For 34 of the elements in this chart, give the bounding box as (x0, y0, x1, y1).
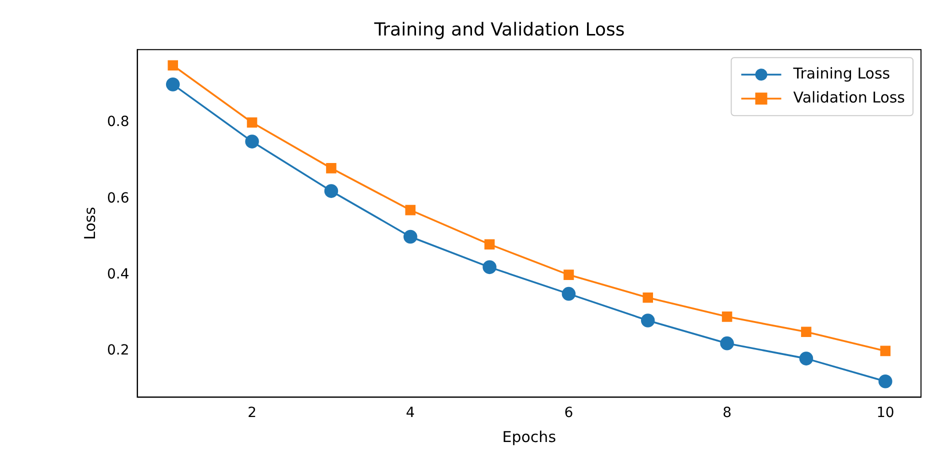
point (799, 352, 814, 366)
point (722, 312, 732, 322)
point (324, 184, 338, 198)
legend-label: Training Loss (792, 64, 890, 82)
point (405, 204, 416, 216)
legend-label: Validation Loss (793, 88, 906, 106)
chart-title: Training and Validation Loss (373, 19, 625, 40)
y-tick-label: 0.4 (107, 266, 130, 282)
y-axis-title: Loss (80, 206, 99, 240)
x-axis-title: Epochs (502, 428, 556, 446)
point (403, 230, 418, 244)
point (166, 78, 180, 92)
point (720, 336, 734, 350)
x-tick-label: 8 (722, 405, 732, 422)
point (245, 134, 259, 148)
point (880, 346, 891, 356)
point (484, 239, 495, 250)
point (640, 314, 655, 328)
y-tick-label: 0.6 (107, 190, 130, 206)
point (246, 117, 258, 128)
x-tick-label: 2 (248, 405, 257, 422)
x-tick-label: 6 (564, 405, 574, 422)
point (482, 260, 496, 274)
point (642, 292, 654, 303)
y-tick-label: 0.8 (107, 114, 130, 130)
point (326, 163, 336, 174)
point (801, 326, 812, 338)
x-tick-label: 10 (876, 405, 894, 422)
point (564, 270, 574, 280)
point (562, 286, 576, 301)
y-tick-label: 0.2 (107, 342, 130, 359)
point (168, 60, 178, 71)
point (878, 374, 892, 388)
x-tick-label: 4 (406, 405, 415, 422)
